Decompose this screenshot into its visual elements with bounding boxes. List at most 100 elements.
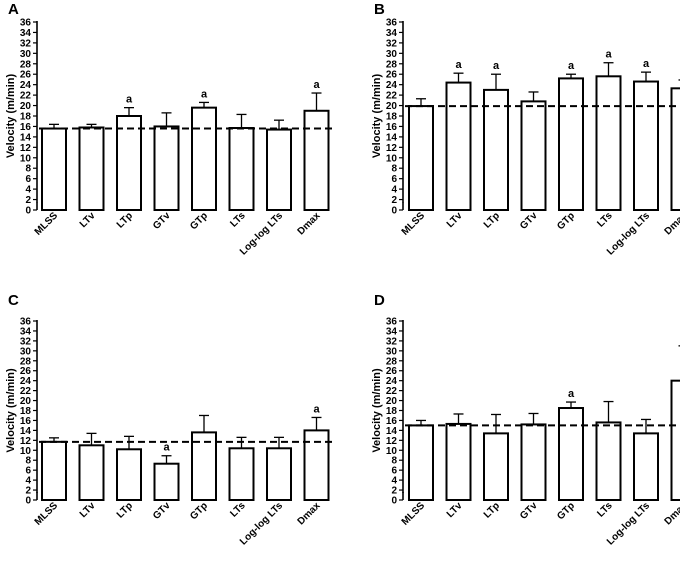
category-label: Dmax bbox=[663, 500, 680, 527]
category-label: GTv bbox=[151, 500, 173, 522]
y-tick-label: 0 bbox=[391, 206, 397, 217]
panel-label: C bbox=[8, 292, 19, 309]
category-label: MLSS bbox=[400, 500, 428, 528]
y-tick-label: 16 bbox=[386, 122, 398, 133]
y-tick-label: 28 bbox=[20, 59, 32, 70]
y-tick-label: 14 bbox=[20, 426, 32, 437]
category-label: GTp bbox=[188, 500, 210, 522]
y-tick-label: 4 bbox=[25, 476, 31, 487]
category-label: LTp bbox=[115, 210, 135, 230]
y-tick-label: 20 bbox=[386, 396, 398, 407]
bar-gtp bbox=[191, 106, 217, 211]
category-label: LTs bbox=[595, 500, 615, 520]
bar-ltv bbox=[445, 422, 472, 501]
category-label: Dmax bbox=[663, 210, 680, 237]
y-tick-label: 32 bbox=[20, 38, 32, 49]
bar-ltp bbox=[116, 115, 142, 211]
panel-label: D bbox=[374, 292, 385, 309]
y-tick-label: 16 bbox=[20, 122, 32, 133]
significance-letter: a bbox=[201, 88, 208, 100]
y-tick-label: 8 bbox=[25, 456, 31, 467]
y-tick-label: 34 bbox=[386, 326, 398, 337]
panel-label: B bbox=[374, 1, 385, 18]
category-label: Dmax bbox=[296, 500, 323, 527]
y-tick-label: 6 bbox=[25, 466, 31, 477]
y-tick-label: 14 bbox=[386, 132, 398, 143]
y-axis-label: Velocity (m/min) bbox=[371, 368, 383, 453]
y-tick-label: 36 bbox=[20, 317, 32, 328]
y-tick-label: 6 bbox=[391, 466, 397, 477]
category-label: MLSS bbox=[33, 500, 61, 528]
y-tick-label: 20 bbox=[386, 101, 398, 112]
bar-ltp bbox=[483, 88, 509, 211]
y-tick-label: 26 bbox=[386, 70, 398, 81]
category-label: GTv bbox=[151, 210, 173, 232]
significance-letter: a bbox=[126, 94, 133, 106]
category-label: GTp bbox=[555, 210, 577, 232]
panel-label: A bbox=[8, 1, 19, 18]
bar-gtp bbox=[191, 431, 217, 501]
y-tick-label: 28 bbox=[386, 59, 398, 70]
bar-ltv bbox=[445, 81, 472, 211]
bar-gtv bbox=[153, 462, 180, 502]
y-tick-label: 28 bbox=[386, 356, 398, 367]
y-tick-label: 36 bbox=[20, 18, 32, 29]
y-tick-label: 6 bbox=[391, 174, 397, 185]
y-tick-label: 18 bbox=[20, 406, 32, 417]
category-label: LTv bbox=[78, 500, 98, 520]
y-tick-label: 4 bbox=[391, 476, 397, 487]
y-tick-label: 16 bbox=[20, 416, 32, 427]
y-tick-label: 30 bbox=[20, 346, 32, 357]
significance-letter: a bbox=[643, 58, 650, 70]
y-tick-label: 10 bbox=[20, 153, 32, 164]
y-axis-label: Velocity (m/min) bbox=[5, 368, 17, 453]
significance-letter: a bbox=[455, 59, 462, 71]
y-axis-label: Velocity (m/min) bbox=[5, 73, 17, 158]
significance-letter: a bbox=[568, 388, 575, 400]
significance-letter: a bbox=[605, 49, 612, 61]
y-tick-label: 32 bbox=[386, 336, 398, 347]
bar-ltp bbox=[116, 448, 142, 501]
y-tick-label: 8 bbox=[391, 456, 397, 467]
y-tick-label: 14 bbox=[20, 132, 32, 143]
y-tick-label: 34 bbox=[20, 326, 32, 337]
category-label: GTp bbox=[188, 210, 210, 232]
y-tick-label: 22 bbox=[386, 386, 398, 397]
y-tick-label: 34 bbox=[386, 28, 398, 39]
bar-lts bbox=[228, 127, 255, 211]
category-label: LTs bbox=[595, 210, 615, 230]
bar-log-log-lts bbox=[633, 432, 659, 501]
category-label: MLSS bbox=[33, 210, 61, 238]
y-tick-label: 18 bbox=[386, 112, 398, 123]
bar-mlss bbox=[408, 105, 434, 211]
y-tick-label: 20 bbox=[20, 396, 32, 407]
y-tick-label: 30 bbox=[20, 49, 32, 60]
y-tick-label: 28 bbox=[20, 356, 32, 367]
bar-log-log-lts bbox=[266, 447, 292, 501]
bar-gtv bbox=[520, 100, 547, 211]
y-tick-label: 8 bbox=[391, 164, 397, 175]
y-tick-label: 32 bbox=[386, 38, 398, 49]
y-tick-label: 24 bbox=[386, 80, 398, 91]
significance-letter: a bbox=[568, 60, 575, 72]
bar-ltv bbox=[78, 444, 105, 501]
category-label: Dmax bbox=[296, 210, 323, 237]
y-tick-label: 12 bbox=[20, 436, 32, 447]
y-tick-label: 18 bbox=[386, 406, 398, 417]
bar-log-log-lts bbox=[266, 128, 292, 211]
category-label: LTv bbox=[445, 500, 465, 520]
significance-letter: a bbox=[313, 403, 320, 415]
y-tick-label: 10 bbox=[386, 153, 398, 164]
y-tick-label: 0 bbox=[25, 206, 31, 217]
y-tick-label: 4 bbox=[391, 185, 397, 196]
y-tick-label: 22 bbox=[20, 91, 32, 102]
significance-letter: a bbox=[163, 442, 170, 454]
significance-letter: a bbox=[493, 60, 500, 72]
y-tick-label: 24 bbox=[386, 376, 398, 387]
y-tick-label: 24 bbox=[20, 376, 32, 387]
y-tick-label: 32 bbox=[20, 336, 32, 347]
y-axis-label: Velocity (m/min) bbox=[371, 73, 383, 158]
